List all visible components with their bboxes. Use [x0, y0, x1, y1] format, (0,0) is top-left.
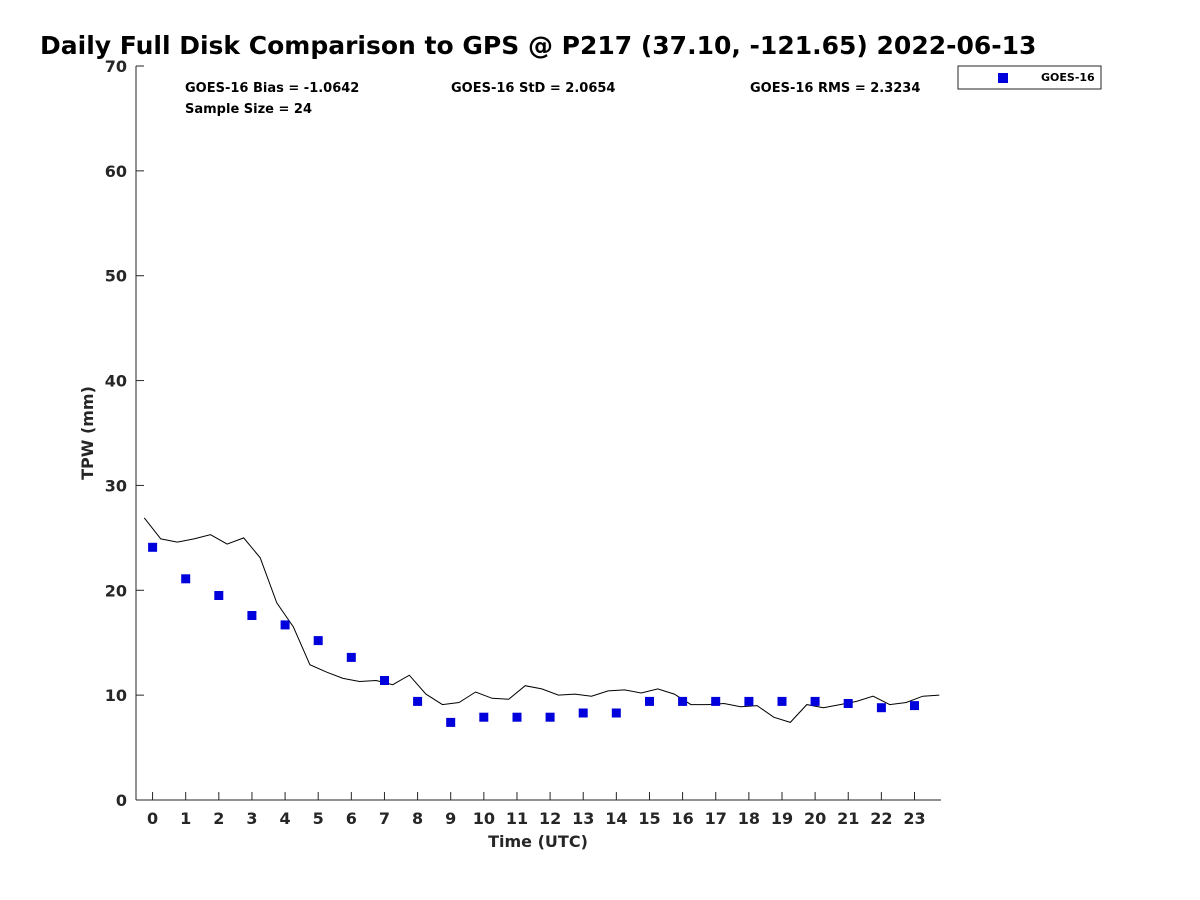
y-tick-label: 60 [105, 162, 127, 181]
goes16-point [777, 696, 787, 706]
x-tick-label: 5 [313, 809, 324, 828]
y-ticks: 0 10 20 30 40 50 60 70 [105, 57, 144, 810]
goes16-point [876, 703, 886, 713]
x-tick-label: 18 [738, 809, 760, 828]
x-axis-label: Time (UTC) [488, 832, 588, 851]
y-axis-label: TPW (mm) [78, 386, 97, 480]
goes16-point [280, 620, 290, 630]
x-tick-label: 8 [412, 809, 423, 828]
goes16-point [148, 542, 158, 552]
x-ticks: 0 1 2 3 4 5 6 7 8 9 10 11 12 13 14 15 16 17 18 19 20 21 22 23 [147, 792, 926, 828]
legend-marker-goes16 [998, 73, 1008, 83]
goes16-point [645, 696, 654, 706]
legend-label-goes16: GOES-16 [1041, 71, 1095, 84]
sample-size-stat: Sample Size = 24 [185, 102, 312, 117]
goes16-point [380, 676, 389, 685]
goes16-point [578, 708, 588, 718]
y-tick-label: 20 [105, 581, 127, 600]
x-tick-label: 6 [346, 809, 357, 828]
x-tick-label: 2 [213, 809, 224, 828]
goes16-point [479, 712, 489, 722]
x-tick-label: 21 [837, 809, 859, 828]
goes16-point [711, 696, 721, 706]
goes16-point [413, 696, 423, 706]
rms-stat: GOES-16 RMS = 2.3234 [750, 81, 920, 96]
x-tick-label: 3 [246, 809, 257, 828]
goes16-point [545, 712, 555, 722]
bias-stat: GOES-16 Bias = -1.0642 [185, 81, 359, 96]
chart-title: Daily Full Disk Comparison to GPS @ P217… [40, 31, 1036, 60]
x-tick-label: 7 [379, 809, 390, 828]
x-tick-label: 13 [572, 809, 594, 828]
x-tick-label: 20 [804, 809, 826, 828]
std-stat: GOES-16 StD = 2.0654 [451, 81, 615, 96]
goes16-point [512, 712, 522, 722]
goes16-point [346, 652, 356, 662]
x-tick-label: 19 [771, 809, 793, 828]
y-tick-label: 50 [105, 267, 127, 286]
x-tick-label: 12 [539, 809, 561, 828]
goes16-point [910, 701, 919, 711]
x-tick-label: 17 [705, 809, 727, 828]
y-tick-label: 10 [105, 686, 127, 705]
x-tick-label: 15 [638, 809, 660, 828]
y-tick-label: 70 [105, 57, 127, 76]
x-tick-label: 16 [671, 809, 693, 828]
goes16-point [744, 696, 754, 706]
goes16-point [810, 696, 820, 706]
y-tick-label: 40 [105, 372, 127, 391]
y-tick-label: 30 [105, 476, 127, 495]
goes16-point [247, 611, 257, 620]
x-tick-label: 0 [147, 809, 158, 828]
x-tick-label: 10 [473, 809, 495, 828]
x-tick-label: 11 [506, 809, 528, 828]
goes16-point [313, 636, 323, 646]
x-tick-label: 14 [605, 809, 627, 828]
goes16-point [214, 591, 224, 600]
x-tick-label: 4 [280, 809, 291, 828]
goes16-point [446, 717, 456, 727]
x-tick-label: 9 [445, 809, 456, 828]
goes16-point [611, 708, 621, 718]
x-tick-label: 22 [870, 809, 892, 828]
x-tick-label: 23 [903, 809, 925, 828]
goes16-point [678, 696, 688, 706]
x-tick-label: 1 [180, 809, 191, 828]
goes16-points [148, 542, 919, 727]
y-tick-label: 0 [116, 791, 127, 810]
legend-box [957, 65, 1102, 90]
gps-tpw-line [143, 517, 940, 723]
goes16-point [843, 699, 853, 708]
goes16-point [181, 574, 191, 584]
gps-line-layer [143, 517, 940, 723]
legend: GOES-16 [957, 65, 1102, 90]
